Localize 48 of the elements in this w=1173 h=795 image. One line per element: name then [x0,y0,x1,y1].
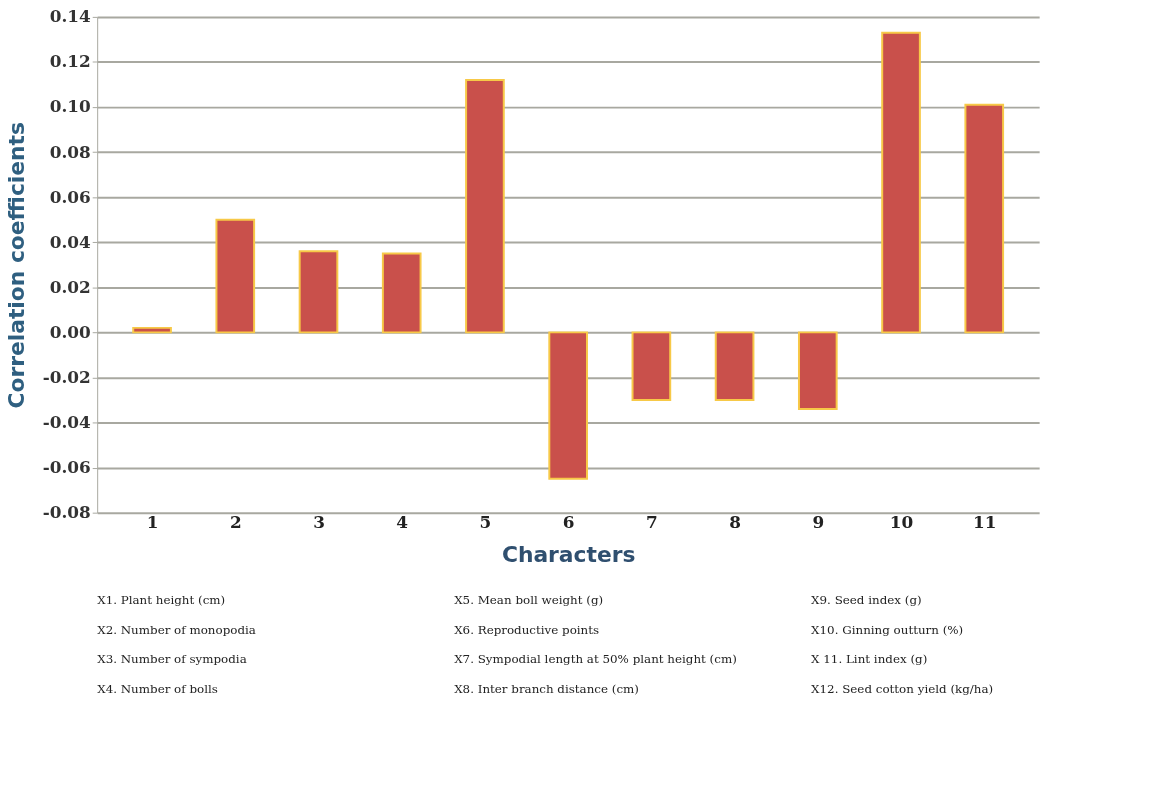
text: X12. Seed cotton yield (kg/ha) [811,682,994,697]
bar [215,218,256,334]
x-tick-label: 7 [646,512,658,533]
x-tick-label: 8 [729,512,741,533]
y-tick-label: -0.06 [42,457,91,478]
text: X2. Number of monopodia [97,622,256,637]
text: X8. Inter branch distance (cm) [454,682,639,697]
bar [548,331,588,480]
y-tick-label: 0.04 [49,231,91,252]
text: X1. Plant height (cm) [97,592,226,607]
x-tick-label: 10 [889,512,914,533]
bar [881,31,921,334]
x-tick-label: 9 [812,512,825,533]
y-tick-label: 0.00 [49,321,91,342]
bar [631,331,672,401]
y-tick-label: 0.12 [49,51,91,72]
y-tick-label: 0.10 [49,96,91,117]
bar [797,331,838,410]
y-axis-title: Correlation coefficients [3,122,29,409]
text: X5. Mean boll weight (g) [454,592,604,607]
bar [964,103,1005,334]
x-tick-label: 5 [479,512,492,533]
text: X7. Sympodial length at 50% plant height (cm) [454,652,737,667]
x-tick-label: 6 [562,512,575,533]
y-tick-label: -0.04 [42,411,92,432]
bar [381,252,422,334]
text: X4. Number of bolls [97,682,218,697]
text: X3. Number of sympodia [97,652,247,667]
x-tick-label: 1 [146,512,159,533]
text: X9. Seed index (g) [811,592,922,607]
bar [465,79,505,334]
y-tick-label: 0.06 [49,186,91,207]
y-tick-label: 0.08 [49,141,91,162]
text: X 11. Lint index (g) [811,652,928,667]
x-axis-title: Characters [501,541,636,567]
y-tick-label: 0.14 [49,6,91,27]
x-tick-label: 11 [973,512,997,533]
text: X10. Ginning outturn (%) [811,622,964,637]
y-tick-label: 0.02 [49,276,91,297]
y-tick-label: -0.02 [42,366,91,387]
y-tick-label: -0.08 [42,502,91,523]
x-tick-label: 3 [313,512,325,533]
bar [714,331,755,401]
x-tick-label: 4 [396,512,409,533]
bar [132,326,172,334]
text: X6. Reproductive points [454,622,600,637]
bar [298,250,339,334]
x-tick-label: 2 [229,512,242,533]
